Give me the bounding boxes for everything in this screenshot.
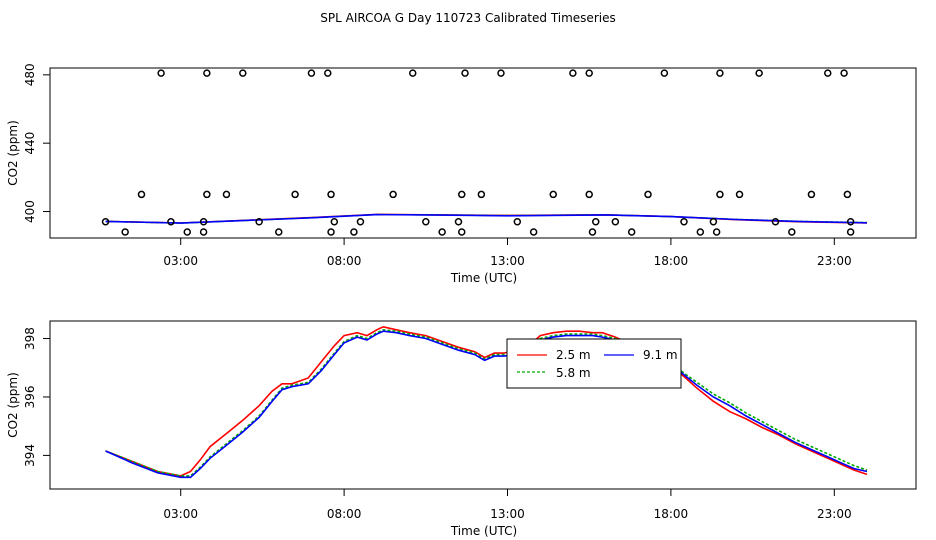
legend-label-5-8m: 5.8 m: [556, 366, 591, 380]
top-scatter-point: [549, 190, 558, 199]
top-scatter-point: [588, 228, 597, 236]
legend-label-2-5m: 2.5 m: [556, 348, 591, 362]
top-scatter-point: [627, 228, 636, 236]
bottom-xlabel: Time (UTC): [450, 524, 517, 538]
top-xtick-label: 08:00: [327, 254, 362, 268]
top-scatter-point: [255, 218, 263, 226]
top-ytick-label: 480: [23, 63, 37, 86]
top-scatter-point: [696, 228, 705, 236]
top-scatter-point: [101, 218, 110, 226]
top-scatter-point: [327, 190, 335, 199]
top-scatter-point: [755, 69, 763, 77]
top-scatter-point: [788, 228, 796, 236]
top-scatter-point: [408, 69, 417, 77]
top-scatter-point: [121, 228, 129, 236]
top-scatter-point: [307, 69, 316, 77]
top-scatter-point: [239, 69, 247, 77]
top-scatter-point: [327, 228, 335, 236]
top-xtick-label: 03:00: [163, 254, 198, 268]
top-scatter-point: [843, 190, 852, 199]
top-scatter-point: [680, 218, 688, 226]
top-xtick-label: 18:00: [654, 254, 689, 268]
top-scatter-point: [716, 69, 724, 77]
top-scatter-point: [477, 190, 486, 199]
bottom-xtick-label: 08:00: [327, 507, 362, 521]
top-scatter-point: [389, 190, 397, 199]
legend-box: [506, 338, 682, 389]
top-scatter-point: [458, 190, 466, 199]
top-scatter-point: [585, 190, 593, 199]
top-scatter-point: [716, 190, 724, 199]
bottom-series-2-5-m: [105, 325, 868, 477]
top-scatter-point: [529, 228, 538, 236]
top-scatter-point: [458, 228, 466, 236]
top-scatter-point: [846, 228, 855, 236]
top-scatter-point: [569, 69, 577, 77]
top-scatter-point: [611, 218, 620, 226]
legend: 2.5 m 5.8 m 9.1 m: [506, 338, 682, 389]
top-scatter-point: [709, 218, 718, 226]
bottom-series-5-8-m: [105, 328, 868, 477]
bottom-ylabel: CO2 (ppm): [6, 372, 20, 438]
bottom-ytick-label: 396: [23, 386, 37, 409]
top-scatter-point: [513, 218, 522, 226]
top-scatter-point: [157, 69, 165, 77]
top-scatter-point: [771, 218, 780, 226]
top-scatter-point: [356, 218, 365, 226]
top-scatter-point: [330, 218, 339, 226]
top-scatter-point: [454, 218, 463, 226]
top-scatter-point: [324, 69, 332, 77]
top-scatter-point: [644, 190, 652, 199]
top-scatter-point: [824, 69, 832, 77]
top-ylabel: CO2 (ppm): [6, 120, 20, 186]
top-series-9-1-m: [105, 213, 868, 224]
top-scatter-point: [291, 190, 299, 199]
top-scatter-point: [222, 190, 231, 199]
top-scatter-point: [461, 69, 469, 77]
top-ytick-label: 400: [23, 200, 37, 223]
top-scatter-point: [203, 69, 211, 77]
top-scatter-point: [199, 228, 208, 236]
page-title: SPL AIRCOA G Day 110723 Calibrated Times…: [320, 11, 615, 25]
top-scatter-point: [275, 228, 283, 236]
bottom-xtick-label: 03:00: [163, 507, 198, 521]
top-scatter-point: [199, 218, 208, 226]
bottom-xtick-label: 18:00: [654, 507, 689, 521]
bottom-plot-frame: [49, 320, 917, 490]
top-plot-frame: [49, 67, 917, 239]
top-scatter-point: [660, 69, 669, 77]
top-ytick-label: 440: [23, 132, 37, 155]
top-scatter-point: [438, 228, 446, 236]
bottom-ytick-label: 394: [23, 444, 37, 467]
bottom-series-9-1-m: [105, 330, 868, 479]
top-scatter-point: [137, 190, 146, 199]
top-scatter-point: [735, 190, 744, 199]
bottom-xtick-label: 13:00: [490, 507, 525, 521]
top-scatter-point: [350, 228, 358, 236]
top-scatter-point: [807, 190, 816, 199]
top-panel: Time (UTC) CO2 (ppm) 03:00 08:00 13:00 18:0…: [6, 63, 917, 285]
top-scatter-point: [585, 69, 593, 77]
top-scatter-point: [591, 218, 600, 226]
top-xlabel: Time (UTC): [450, 271, 517, 285]
top-xtick-label: 23:00: [817, 254, 852, 268]
top-scatter-point: [203, 190, 211, 199]
top-scatter-point: [712, 228, 721, 236]
top-scatter-point: [840, 69, 848, 77]
bottom-xtick-label: 23:00: [817, 507, 852, 521]
legend-label-9-1m: 9.1 m: [643, 348, 678, 362]
top-scatter-point: [846, 218, 855, 226]
top-scatter-point: [167, 218, 175, 226]
bottom-ytick-label: 398: [23, 327, 37, 350]
top-scatter-point: [183, 228, 192, 236]
top-scatter-point: [497, 69, 505, 77]
top-xtick-label: 13:00: [490, 254, 525, 268]
top-scatter-point: [422, 218, 430, 226]
bottom-panel: Time (UTC) CO2 (ppm) 03:00 08:00 13:00 18:0…: [6, 320, 917, 538]
